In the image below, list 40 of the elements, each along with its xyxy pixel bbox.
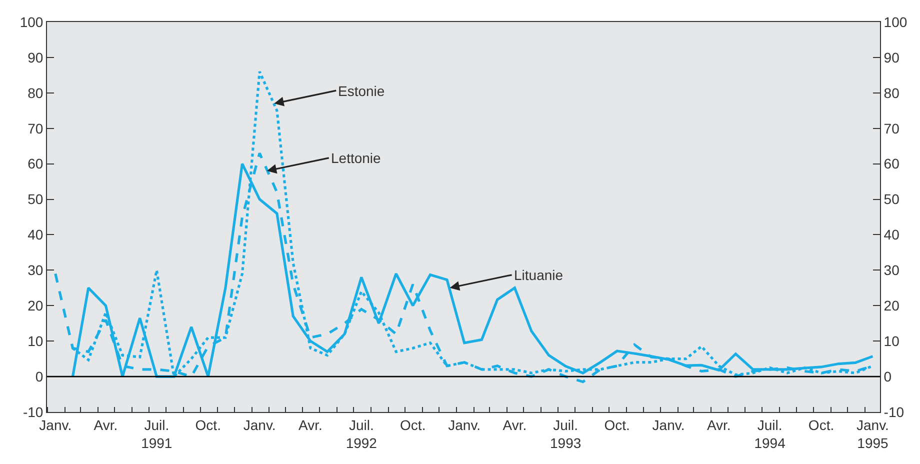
y-tick-label: 60 xyxy=(28,156,44,172)
x-tick-label: Janv. xyxy=(652,416,685,433)
y-tick-label: 50 xyxy=(28,191,44,208)
y2-tick-label: 20 xyxy=(884,298,900,314)
x-tick-label: Avr. xyxy=(502,416,527,433)
y-tick-label: 90 xyxy=(28,49,44,66)
y2-tick-label: 60 xyxy=(884,156,900,172)
y2-tick-label: 80 xyxy=(884,84,900,101)
y-tick-label: 10 xyxy=(28,332,44,349)
y2-tick-label: 50 xyxy=(884,191,900,208)
y-tick-label: 80 xyxy=(28,84,44,101)
y2-tick-label: 10 xyxy=(884,332,900,349)
y2-tick-label: 30 xyxy=(884,262,900,278)
x-tick-label: Juil. 1991 xyxy=(141,416,172,451)
y-tick-label: 40 xyxy=(28,226,44,243)
x-tick-label: Oct. xyxy=(604,416,630,433)
x-tick-label: Juil. 1992 xyxy=(346,416,378,451)
y-tick-label: 100 xyxy=(20,14,44,30)
x-tick-label: Oct. xyxy=(808,416,834,433)
x-tick-label: Janv. xyxy=(243,416,276,433)
x-tick-label: Avr. xyxy=(94,416,118,433)
x-tick-label: Avr. xyxy=(298,416,322,433)
y2-tick-label: 70 xyxy=(884,120,900,136)
y-tick-label: 30 xyxy=(28,262,44,278)
x-tick-label: Juil. 1994 xyxy=(754,416,786,451)
annotation: Lituanie xyxy=(514,267,564,283)
annotation: Lettonie xyxy=(331,150,382,166)
x-tick-label: Avr. xyxy=(706,416,731,433)
x-tick-label: Juil. 1993 xyxy=(550,416,582,451)
y2-tick-label: 90 xyxy=(884,49,900,66)
annotation: Estonie xyxy=(338,83,385,99)
y-tick-label: 0 xyxy=(35,368,44,384)
x-tick-label: Oct. xyxy=(400,416,426,433)
y2-tick-label: 100 xyxy=(884,14,908,30)
y2-tick-label: 0 xyxy=(884,368,892,384)
x-tick-label: Janv. xyxy=(448,416,481,433)
y-tick-label: 20 xyxy=(28,298,44,314)
y2-tick-label: 40 xyxy=(884,226,900,243)
y-tick-label: 70 xyxy=(28,120,44,136)
x-tick-label: Oct. xyxy=(195,416,221,433)
